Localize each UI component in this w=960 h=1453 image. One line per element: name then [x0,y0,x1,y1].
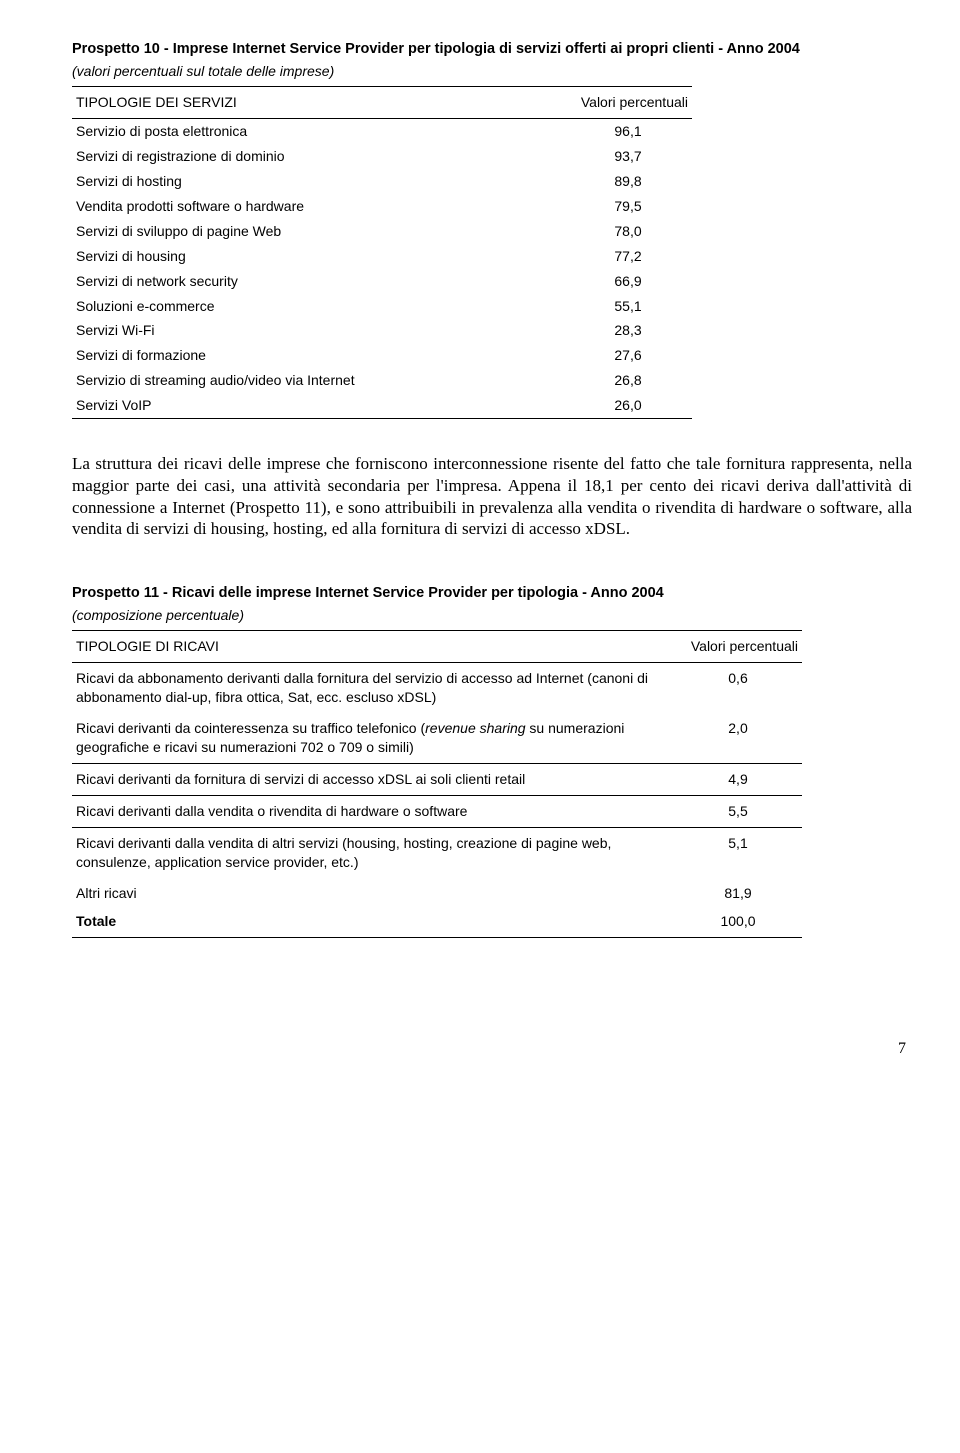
table-row: Ricavi derivanti da fornitura di servizi… [72,763,802,795]
prospetto-11-header-left: TIPOLOGIE DI RICAVI [72,631,674,663]
row-value: 27,6 [564,343,692,368]
table-row: Servizi Wi-Fi28,3 [72,318,692,343]
table-row: Servizio di streaming audio/video via In… [72,368,692,393]
row-value: 2,0 [674,713,802,763]
row-label: Ricavi derivanti dalla vendita o rivendi… [72,795,674,827]
row-value: 0,6 [674,663,802,713]
row-label: Servizio di posta elettronica [72,119,564,144]
row-value: 93,7 [564,144,692,169]
row-label: Soluzioni e-commerce [72,294,564,319]
total-value: 100,0 [674,908,802,937]
row-label: Servizi di hosting [72,169,564,194]
row-label: Ricavi derivanti da fornitura di servizi… [72,763,674,795]
table-row: Servizi di hosting89,8 [72,169,692,194]
table-row: Ricavi derivanti dalla vendita di altri … [72,827,802,877]
prospetto-10: Prospetto 10 - Imprese Internet Service … [72,40,912,419]
table-row: Servizi VoIP26,0 [72,393,692,418]
row-value: 81,9 [674,878,802,909]
total-row: Totale100,0 [72,908,802,937]
prospetto-11-table: TIPOLOGIE DI RICAVI Valori percentuali R… [72,630,802,938]
table-row: Servizi di formazione27,6 [72,343,692,368]
prospetto-10-header-left: TIPOLOGIE DEI SERVIZI [72,87,564,119]
row-value: 5,1 [674,827,802,877]
table-row: Servizi di sviluppo di pagine Web78,0 [72,219,692,244]
prospetto-10-title: Prospetto 10 - Imprese Internet Service … [72,40,912,60]
row-label: Ricavi derivanti da cointeressenza su tr… [72,713,674,763]
page-number: 7 [72,1038,912,1060]
row-value: 4,9 [674,763,802,795]
row-value: 96,1 [564,119,692,144]
row-label: Altri ricavi [72,878,674,909]
prospetto-11-subtitle: (composizione percentuale) [72,606,912,625]
row-label: Servizi di registrazione di dominio [72,144,564,169]
row-value: 26,0 [564,393,692,418]
row-value: 28,3 [564,318,692,343]
row-value: 77,2 [564,244,692,269]
row-label: Servizi di network security [72,269,564,294]
prospetto-10-header-right: Valori percentuali [564,87,692,119]
row-value: 55,1 [564,294,692,319]
table-row: Ricavi derivanti dalla vendita o rivendi… [72,795,802,827]
row-label: Servizi di formazione [72,343,564,368]
table-row: Servizi di housing77,2 [72,244,692,269]
row-value: 79,5 [564,194,692,219]
row-value: 5,5 [674,795,802,827]
row-value: 66,9 [564,269,692,294]
row-label: Servizi VoIP [72,393,564,418]
prospetto-10-subtitle: (valori percentuali sul totale delle imp… [72,62,912,81]
table-row: Servizio di posta elettronica96,1 [72,119,692,144]
prospetto-11-title: Prospetto 11 - Ricavi delle imprese Inte… [72,584,912,604]
table-row: Altri ricavi81,9 [72,878,802,909]
prospetto-10-table: TIPOLOGIE DEI SERVIZI Valori percentuali… [72,86,692,419]
table-row: Ricavi da abbonamento derivanti dalla fo… [72,663,802,713]
table-row: Servizi di network security66,9 [72,269,692,294]
total-label: Totale [72,908,674,937]
prospetto-11: Prospetto 11 - Ricavi delle imprese Inte… [72,584,912,938]
row-value: 26,8 [564,368,692,393]
body-paragraph: La struttura dei ricavi delle imprese ch… [72,453,912,540]
table-row: Vendita prodotti software o hardware79,5 [72,194,692,219]
row-label: Ricavi da abbonamento derivanti dalla fo… [72,663,674,713]
row-label: Vendita prodotti software o hardware [72,194,564,219]
table-row: Soluzioni e-commerce55,1 [72,294,692,319]
table-row: Ricavi derivanti da cointeressenza su tr… [72,713,802,763]
row-label: Servizio di streaming audio/video via In… [72,368,564,393]
row-label: Ricavi derivanti dalla vendita di altri … [72,827,674,877]
row-value: 89,8 [564,169,692,194]
row-label: Servizi di sviluppo di pagine Web [72,219,564,244]
row-label: Servizi di housing [72,244,564,269]
prospetto-11-header-right: Valori percentuali [674,631,802,663]
table-row: Servizi di registrazione di dominio93,7 [72,144,692,169]
row-value: 78,0 [564,219,692,244]
row-label: Servizi Wi-Fi [72,318,564,343]
